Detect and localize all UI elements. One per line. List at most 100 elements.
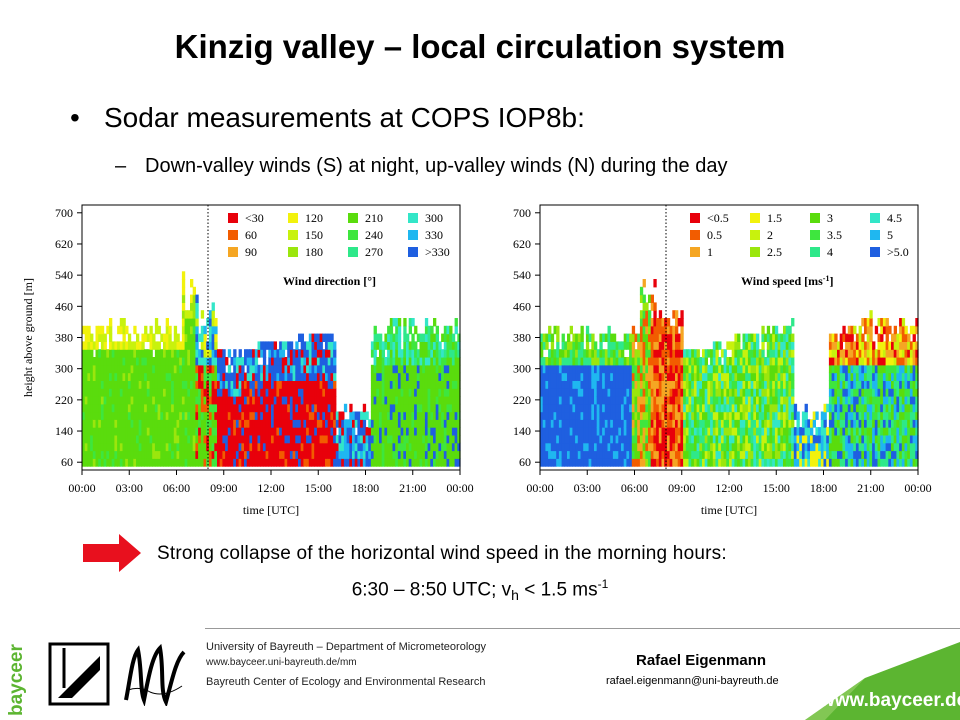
- heatmap-cell: [419, 396, 423, 405]
- legend-label: 90: [245, 245, 257, 259]
- heatmap-cell: [422, 434, 426, 444]
- heatmap-cell: [127, 411, 132, 420]
- heatmap-cell: [831, 349, 835, 358]
- heatmap-cell: [880, 357, 884, 366]
- heatmap-cell: [149, 427, 153, 436]
- heatmap-cell: [192, 364, 196, 374]
- heatmap-cell: [157, 427, 161, 436]
- heatmap-cell: [750, 403, 754, 413]
- heatmap-cell: [246, 396, 250, 405]
- heatmap-cell: [411, 380, 415, 389]
- heatmap-cell: [127, 388, 132, 397]
- heatmap-cell: [446, 450, 450, 459]
- heatmap-cell: [200, 325, 205, 335]
- heatmap-cell: [607, 341, 611, 350]
- heatmap-cell: [138, 450, 142, 459]
- heatmap-cell: [712, 427, 717, 436]
- heatmap-cell: [896, 396, 900, 405]
- heatmap-cell: [314, 372, 318, 381]
- heatmap-cell: [634, 372, 638, 381]
- heatmap-cell: [672, 458, 676, 467]
- heatmap-cell: [271, 357, 275, 366]
- heatmap-cell: [675, 318, 679, 327]
- heatmap-cell: [422, 333, 426, 342]
- site-link[interactable]: www.bayceer.de: [820, 690, 960, 711]
- org-line2[interactable]: www.bayceer.uni-bayreuth.de/mm: [206, 657, 357, 668]
- heatmap-cell: [561, 364, 565, 374]
- heatmap-cell: [127, 364, 132, 374]
- heatmap-cell: [896, 442, 900, 452]
- heatmap-cell: [621, 341, 625, 350]
- heatmap-cell: [82, 325, 86, 335]
- heatmap-cell: [839, 442, 843, 452]
- heatmap-cell: [691, 434, 695, 444]
- heatmap-cell: [642, 396, 646, 405]
- heatmap-cell: [392, 349, 396, 358]
- heatmap-cell: [411, 419, 415, 428]
- heatmap-cell: [316, 380, 321, 389]
- heatmap-cell: [325, 380, 329, 389]
- heatmap-cell: [704, 396, 708, 405]
- heatmap-cell: [157, 388, 161, 397]
- heatmap-cell: [300, 372, 304, 381]
- heatmap-cell: [260, 434, 264, 444]
- heatmap-cell: [558, 450, 563, 459]
- heatmap-cell: [397, 434, 402, 444]
- heatmap-cell: [319, 419, 323, 428]
- heatmap-cell: [160, 450, 164, 459]
- heatmap-cell: [152, 396, 156, 405]
- heatmap-cell: [831, 442, 835, 452]
- heatmap-cell: [376, 372, 380, 381]
- heatmap-cell: [618, 341, 622, 350]
- heatmap-cell: [384, 364, 388, 374]
- author-email[interactable]: rafael.eigenmann@uni-bayreuth.de: [606, 675, 779, 687]
- heatmap-cell: [874, 434, 879, 444]
- heatmap-cell: [387, 411, 391, 420]
- heatmap-cell: [152, 341, 156, 350]
- heatmap-cell: [788, 450, 792, 459]
- heatmap-cell: [704, 419, 708, 428]
- heatmap-cell: [268, 403, 272, 413]
- heatmap-cell: [203, 396, 207, 405]
- heatmap-cell: [163, 349, 167, 358]
- heatmap-cell: [443, 372, 448, 381]
- heatmap-cell: [198, 380, 202, 389]
- heatmap-cell: [899, 325, 903, 335]
- heatmap-cell: [195, 372, 199, 381]
- heatmap-cell: [230, 427, 234, 436]
- heatmap-cell: [585, 442, 590, 452]
- heatmap-cell: [853, 450, 857, 459]
- heatmap-cell: [726, 380, 730, 389]
- heatmap-cell: [95, 380, 99, 389]
- heatmap-cell: [874, 458, 879, 467]
- heatmap-cell: [190, 411, 194, 420]
- heatmap-cell: [726, 458, 730, 467]
- heatmap-cell: [872, 403, 876, 413]
- heatmap-cell: [893, 380, 897, 389]
- heatmap-cell: [443, 442, 448, 452]
- heatmap-cell: [688, 419, 692, 428]
- heatmap-cell: [874, 442, 879, 452]
- heatmap-cell: [774, 411, 779, 420]
- heatmap-cell: [629, 411, 633, 420]
- heatmap-cell: [769, 403, 773, 413]
- heatmap-cell: [84, 333, 88, 342]
- heatmap-cell: [109, 403, 113, 413]
- legend-label: 60: [245, 228, 257, 242]
- heatmap-cell: [607, 419, 611, 428]
- heatmap-cell: [545, 396, 549, 405]
- heatmap-cell: [702, 349, 706, 358]
- heatmap-cell: [171, 403, 175, 413]
- heatmap-cell: [572, 427, 576, 436]
- heatmap-cell: [316, 403, 321, 413]
- heatmap-cell: [683, 450, 687, 459]
- heatmap-cell: [912, 434, 916, 444]
- heatmap-cell: [542, 403, 546, 413]
- heatmap-cell: [831, 372, 835, 381]
- heatmap-cell: [629, 427, 633, 436]
- heatmap-cell: [149, 458, 153, 467]
- heatmap-cell: [181, 357, 186, 366]
- heatmap-cell: [720, 388, 725, 397]
- heatmap-cell: [629, 341, 633, 350]
- heatmap-cell: [103, 419, 107, 428]
